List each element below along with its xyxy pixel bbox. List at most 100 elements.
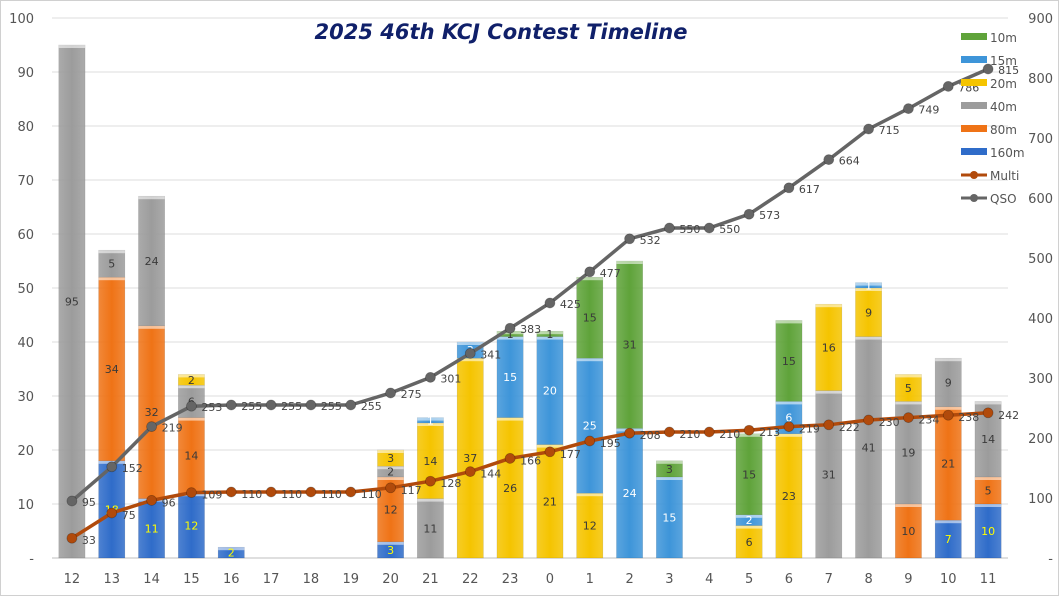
bar-segment-160m bbox=[138, 498, 165, 559]
right-tick-label: - bbox=[1048, 552, 1053, 567]
line-data-label: 208 bbox=[640, 429, 661, 442]
bar-segment-20m bbox=[895, 374, 922, 402]
left-tick-label: - bbox=[29, 552, 34, 567]
point-QSO bbox=[305, 399, 317, 411]
point-Multi bbox=[305, 486, 317, 498]
left-tick-label: 10 bbox=[17, 498, 34, 513]
bar-data-label: 15 bbox=[742, 468, 756, 481]
point-QSO bbox=[982, 63, 994, 75]
line-data-label: 219 bbox=[799, 423, 820, 436]
bar-data-label: 21 bbox=[941, 458, 955, 471]
bar-data-label: 2 bbox=[228, 547, 235, 560]
point-Multi bbox=[504, 453, 516, 464]
line-data-label: 195 bbox=[600, 437, 621, 450]
point-Multi bbox=[783, 421, 795, 432]
chart-title: 2025 46th KCJ Contest Timeline bbox=[315, 20, 688, 44]
bar-highlight bbox=[855, 288, 882, 291]
bar-highlight bbox=[576, 358, 603, 362]
left-tick-label: 30 bbox=[17, 390, 34, 405]
legend-label: 80m bbox=[990, 123, 1017, 137]
bar-segment-20m bbox=[576, 492, 604, 559]
bar-data-label: 11 bbox=[145, 522, 159, 535]
legend-swatch bbox=[961, 79, 987, 86]
bar-data-label: 9 bbox=[865, 306, 872, 319]
bar-segment-15m bbox=[576, 357, 604, 494]
line-data-label: 664 bbox=[839, 155, 860, 168]
line-Multi bbox=[70, 411, 989, 540]
bar-data-label: 12 bbox=[184, 520, 198, 533]
bar-segment-40m bbox=[815, 390, 843, 559]
line-data-label: 152 bbox=[122, 462, 143, 475]
bar-segment-40m bbox=[934, 357, 962, 408]
point-QSO bbox=[703, 222, 715, 234]
right-tick-label: 100 bbox=[1028, 492, 1053, 507]
bar-data-label: 3 bbox=[387, 452, 394, 465]
bar-data-label: 6 bbox=[746, 536, 753, 549]
line-data-label: 715 bbox=[879, 124, 900, 137]
x-tick-label: 0 bbox=[546, 572, 554, 587]
legend-marker bbox=[970, 171, 978, 179]
bar-highlight bbox=[377, 466, 404, 470]
left-tick-label: 70 bbox=[17, 174, 34, 189]
legend-label: 20m bbox=[990, 77, 1017, 91]
right-tick-label: 900 bbox=[1028, 12, 1053, 27]
bar-segment-160m bbox=[934, 519, 962, 559]
x-tick-label: 9 bbox=[904, 572, 912, 587]
bar-data-label: 5 bbox=[108, 258, 115, 271]
point-QSO bbox=[464, 348, 476, 359]
bar-data-label: 31 bbox=[822, 468, 836, 481]
point-QSO bbox=[265, 399, 277, 411]
bar-segment-160m bbox=[974, 503, 1002, 559]
bar-data-label: 12 bbox=[583, 520, 597, 533]
bar-highlight bbox=[815, 390, 842, 394]
bar-highlight bbox=[616, 261, 643, 264]
bar-data-label: 2 bbox=[746, 514, 753, 527]
bar-data-label: 9 bbox=[945, 377, 952, 390]
line-data-label: 255 bbox=[241, 400, 262, 413]
line-data-label: 128 bbox=[440, 477, 461, 490]
line-data-label: 255 bbox=[321, 400, 342, 413]
line-data-label: 749 bbox=[918, 104, 939, 117]
bar-highlight bbox=[178, 417, 205, 421]
left-tick-label: 40 bbox=[17, 336, 34, 351]
bar-highlight bbox=[974, 477, 1002, 480]
x-tick-label: 6 bbox=[785, 572, 793, 587]
line-data-label: 177 bbox=[560, 448, 581, 461]
point-QSO bbox=[106, 461, 118, 473]
bar-data-label: 7 bbox=[945, 533, 952, 546]
bar-highlight bbox=[496, 417, 524, 421]
x-tick-label: 4 bbox=[705, 572, 713, 587]
bar-data-label: 32 bbox=[145, 406, 159, 419]
point-QSO bbox=[225, 399, 237, 411]
line-data-label: 238 bbox=[958, 411, 979, 424]
bar-segment-20m bbox=[456, 357, 484, 559]
line-data-label: 234 bbox=[918, 414, 939, 427]
point-Multi bbox=[225, 486, 237, 498]
bar-data-label: 14 bbox=[423, 455, 437, 468]
right-tick-label: 700 bbox=[1028, 132, 1053, 147]
bar-highlight bbox=[855, 336, 882, 340]
bar-highlight bbox=[536, 336, 564, 340]
line-data-label: 75 bbox=[122, 509, 136, 522]
bar-highlight bbox=[656, 477, 683, 480]
bar-data-label: 41 bbox=[862, 441, 876, 454]
bar-data-label: 2 bbox=[188, 374, 195, 387]
bar-data-label: 14 bbox=[184, 449, 198, 462]
line-data-label: 617 bbox=[799, 183, 820, 196]
x-tick-label: 14 bbox=[143, 572, 160, 587]
line-data-label: 383 bbox=[520, 323, 541, 336]
bar-data-label: 34 bbox=[105, 363, 119, 376]
bar-data-label: 15 bbox=[503, 371, 517, 384]
bar-highlight bbox=[935, 406, 962, 410]
point-Multi bbox=[464, 466, 476, 477]
bar-segment-10m bbox=[576, 276, 604, 359]
bar-segment-20m bbox=[735, 525, 763, 559]
line-data-label: 341 bbox=[480, 348, 501, 361]
line-data-label: 222 bbox=[839, 421, 860, 434]
bar-highlight bbox=[735, 514, 763, 518]
legend-label: 160m bbox=[990, 146, 1025, 160]
bar-highlight bbox=[576, 493, 603, 497]
left-tick-label: 20 bbox=[17, 444, 34, 459]
legend-swatch bbox=[961, 102, 987, 109]
line-data-label: 301 bbox=[440, 372, 461, 385]
